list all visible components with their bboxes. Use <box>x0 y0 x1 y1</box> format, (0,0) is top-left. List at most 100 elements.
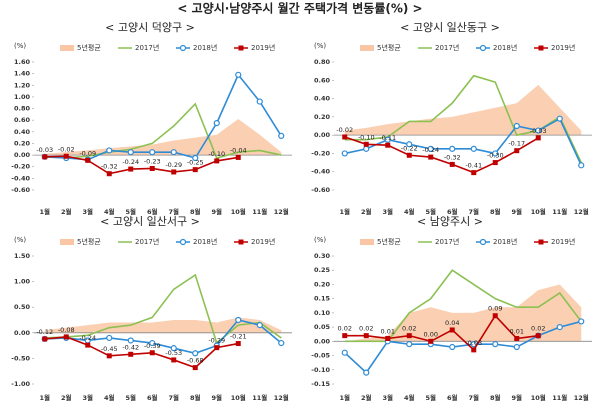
marker <box>385 335 391 341</box>
line <box>344 117 582 166</box>
data-label: -0.29 <box>165 161 182 169</box>
y-tick-label: -0.10 <box>311 366 330 374</box>
marker <box>149 350 155 356</box>
page-title: < 고양시·남양주시 월간 주택가격 변동률(%) > <box>177 1 422 16</box>
marker <box>492 160 498 166</box>
y-tick-label: 1.20 <box>14 81 31 89</box>
y-tick-label: -0.50 <box>11 354 30 362</box>
marker <box>278 132 285 139</box>
line <box>44 319 282 355</box>
data-label: -0.11 <box>379 134 396 142</box>
data-label: 0.02 <box>338 325 352 333</box>
marker <box>449 343 456 351</box>
line <box>344 320 582 374</box>
legend-marker <box>538 239 544 245</box>
x-tick-label: 10월 <box>231 393 246 402</box>
marker <box>363 333 369 339</box>
y-tick-label: 1.60 <box>14 58 31 66</box>
x-tick-label: 12월 <box>274 393 289 402</box>
marker <box>406 152 412 158</box>
y-tick-label: 0.80 <box>14 105 31 113</box>
data-label: -0.53 <box>165 349 182 357</box>
unit-label: (%) <box>14 236 26 244</box>
legend-marker <box>538 45 544 51</box>
line <box>44 336 239 369</box>
marker <box>363 369 370 376</box>
data-label: -0.22 <box>401 144 418 152</box>
marker <box>42 336 48 342</box>
legend-swatch <box>60 239 74 245</box>
x-tick-label: 4월 <box>104 207 115 216</box>
x-tick-label: 5월 <box>425 207 436 216</box>
y-tick-label: 0.25 <box>314 266 331 274</box>
x-tick-label: 6월 <box>447 393 458 402</box>
marker <box>170 149 177 156</box>
legend-swatch <box>360 239 374 245</box>
x-tick-label: 12월 <box>574 207 589 216</box>
legend-label: 2019년 <box>251 237 275 246</box>
subtitle: < 남양주시 > <box>417 215 483 228</box>
x-tick-label: 4월 <box>104 393 115 402</box>
x-tick-label: 8월 <box>190 207 201 216</box>
marker <box>363 145 370 152</box>
y-tick-label: 0.20 <box>14 139 31 147</box>
x-tick-label: 6월 <box>147 207 158 216</box>
data-label: 0.01 <box>510 327 524 335</box>
x-tick-label: 7월 <box>468 393 479 402</box>
data-label: 0.02 <box>402 325 416 333</box>
marker <box>149 165 155 171</box>
marker <box>63 153 69 159</box>
y-tick-label: -0.15 <box>311 380 330 388</box>
x-tick-label: 12월 <box>274 207 289 216</box>
data-label: 0.09 <box>488 305 502 313</box>
unit-label: (%) <box>14 42 26 50</box>
line <box>44 102 282 159</box>
data-label: -0.45 <box>101 345 118 353</box>
data-label: -0.32 <box>101 163 118 171</box>
area <box>344 84 582 136</box>
x-tick-label: 10월 <box>231 207 246 216</box>
x-tick-label: 9월 <box>211 393 222 402</box>
x-tick-label: 8월 <box>490 207 501 216</box>
line <box>344 269 582 343</box>
marker <box>492 150 499 157</box>
marker <box>213 119 220 127</box>
legend-label: 2017년 <box>435 43 459 52</box>
marker <box>106 147 113 154</box>
marker <box>492 341 499 348</box>
x-tick-label: 5월 <box>125 393 136 402</box>
x-tick-label: 4월 <box>404 207 415 216</box>
marker <box>127 149 134 156</box>
marker <box>428 154 434 160</box>
subtitle: < 고양시 일산동구 > <box>400 20 500 34</box>
x-tick-label: 6월 <box>147 393 158 402</box>
marker <box>192 365 198 371</box>
marker <box>192 350 199 357</box>
x-tick-label: 2월 <box>361 207 372 216</box>
y-tick-label: 1.00 <box>14 93 31 101</box>
x-tick-label: 3월 <box>82 393 93 402</box>
legend-marker <box>479 238 487 246</box>
data-label: -0.10 <box>208 150 225 158</box>
marker <box>449 161 455 167</box>
subtitle: < 고양시 덕양구 > <box>105 21 195 34</box>
y-tick-label: 0.00 <box>14 329 31 337</box>
legend-label: 2019년 <box>551 237 575 246</box>
marker <box>514 335 520 341</box>
marker <box>578 318 585 325</box>
marker <box>535 333 541 339</box>
marker <box>128 166 134 172</box>
legend-label: 2019년 <box>251 43 275 52</box>
y-tick-label: -0.60 <box>311 186 330 194</box>
legend-marker <box>238 45 244 51</box>
y-tick-label: -0.40 <box>11 174 30 182</box>
legend-marker <box>479 44 487 52</box>
data-label: -0.24 <box>422 146 439 154</box>
marker <box>363 141 369 147</box>
data-label: -0.25 <box>187 159 204 167</box>
marker <box>406 141 413 148</box>
legend-label: 2018년 <box>193 237 217 246</box>
x-tick-label: 3월 <box>82 207 93 216</box>
y-tick-label: 0.20 <box>314 280 331 288</box>
